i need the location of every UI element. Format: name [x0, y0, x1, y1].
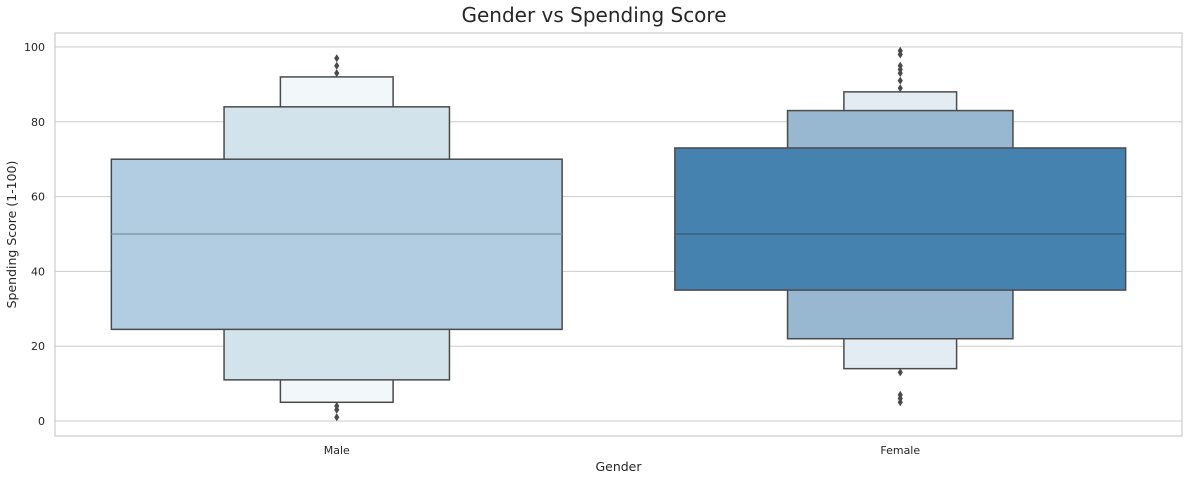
box-group-male — [110, 54, 563, 422]
y-tick-label: 40 — [31, 265, 45, 278]
x-tick-label: Male — [324, 444, 350, 457]
y-tick-label: 60 — [31, 191, 45, 204]
outlier-point — [897, 84, 903, 93]
outlier-point — [334, 413, 340, 422]
box-group-female — [674, 46, 1127, 407]
box-level-1 — [110, 158, 563, 331]
outlier-point — [334, 54, 340, 63]
y-tick-label: 0 — [38, 415, 45, 428]
y-axis-label: Spending Score (1-100) — [4, 161, 19, 309]
y-tick-label: 20 — [31, 340, 45, 353]
outlier-point — [897, 390, 903, 399]
y-tick-label: 80 — [31, 116, 45, 129]
x-axis-label: Gender — [595, 459, 642, 474]
outlier-point — [897, 368, 903, 377]
outlier-point — [334, 402, 340, 411]
outlier-point — [334, 61, 340, 70]
outlier-point — [897, 61, 903, 70]
y-tick-label: 100 — [24, 41, 45, 54]
chart-title: Gender vs Spending Score — [461, 3, 726, 27]
outlier-point — [897, 76, 903, 85]
x-tick-label: Female — [880, 444, 920, 457]
box-level-1 — [674, 147, 1127, 291]
plot-frame — [54, 32, 1183, 437]
outlier-point — [897, 46, 903, 55]
outlier-point — [334, 69, 340, 78]
